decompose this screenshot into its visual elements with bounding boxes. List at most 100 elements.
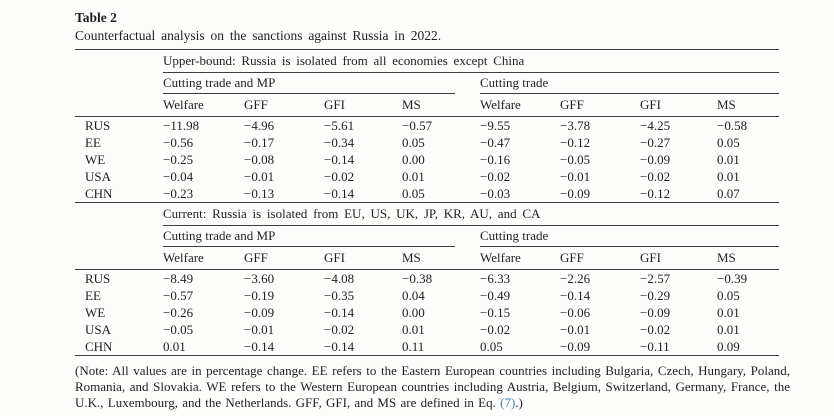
row-label-rus: RUS: [85, 118, 111, 133]
data-cell: −0.09: [560, 186, 591, 201]
data-cell: −0.02: [640, 322, 671, 337]
data-cell: −4.96: [244, 118, 275, 133]
row-label-rus: RUS: [85, 271, 111, 286]
data-cell: −9.55: [480, 118, 511, 133]
table-label: Table 2: [75, 10, 117, 25]
data-cell: −0.49: [480, 288, 511, 303]
section-title-upper-bound: Upper-bound: Russia is isolated from all…: [163, 50, 779, 73]
data-cell: −0.26: [163, 305, 194, 320]
column-header-gfi: GFI: [324, 94, 402, 117]
data-cell: 0.01: [717, 305, 740, 320]
column-header-gff: GFF: [244, 247, 324, 270]
data-cell: −0.02: [480, 322, 511, 337]
data-cell: 0.07: [717, 186, 740, 201]
data-cell: 0.09: [717, 339, 740, 354]
row-label-we: WE: [85, 152, 106, 167]
data-cell: −0.57: [163, 288, 194, 303]
data-cell: −0.04: [163, 169, 194, 184]
data-cell: −0.14: [324, 305, 355, 320]
table-top-rule: [75, 49, 779, 50]
data-cell: −4.25: [640, 118, 671, 133]
counterfactual-table: Upper-bound: Russia is isolated from all…: [75, 49, 779, 356]
data-cell: −0.25: [163, 152, 194, 167]
data-cell: −0.38: [402, 271, 433, 286]
data-cell: −0.19: [244, 288, 275, 303]
data-cell: 0.00: [402, 305, 425, 320]
row-label-ee: EE: [85, 135, 101, 150]
data-cell: −0.01: [560, 169, 591, 184]
data-cell: −0.05: [560, 152, 591, 167]
table-caption: Counterfactual analysis on the sanctions…: [75, 28, 442, 43]
data-cell: −2.26: [560, 271, 591, 286]
data-cell: −0.14: [324, 152, 355, 167]
data-cell: −0.35: [324, 288, 355, 303]
data-cell: −0.05: [163, 322, 194, 337]
column-header-gfi: GFI: [640, 94, 717, 117]
row-label-chn: CHN: [85, 186, 113, 201]
data-cell: −0.09: [640, 305, 671, 320]
data-cell: 0.01: [402, 322, 425, 337]
table-note: (Note: All values are in percentage chan…: [75, 363, 790, 411]
data-cell: 0.05: [480, 339, 503, 354]
column-header-ms: MS: [717, 94, 779, 117]
column-header-welfare: Welfare: [480, 247, 560, 270]
data-cell: −3.78: [560, 118, 591, 133]
data-cell: 0.01: [717, 169, 740, 184]
eq-7-link[interactable]: (7): [500, 395, 516, 410]
column-group-label-trade: Cutting trade: [480, 226, 779, 247]
data-cell: −0.09: [560, 339, 591, 354]
data-cell: −0.14: [244, 339, 275, 354]
table-bottom-rule: [75, 355, 779, 356]
data-cell: −0.27: [640, 135, 671, 150]
data-cell: −6.33: [480, 271, 511, 286]
section-divider-rule: [75, 202, 779, 203]
data-cell: −0.47: [480, 135, 511, 150]
data-cell: −0.16: [480, 152, 511, 167]
column-header-gff: GFF: [244, 94, 324, 117]
column-group-label-trade-mp: Cutting trade and MP: [163, 73, 455, 94]
data-cell: 0.05: [402, 135, 425, 150]
column-header-ms: MS: [717, 247, 779, 270]
data-cell: −0.12: [560, 135, 591, 150]
data-cell: −0.09: [244, 305, 275, 320]
column-header-gff: GFF: [560, 94, 640, 117]
column-group-label-trade: Cutting trade: [480, 73, 779, 94]
data-cell: −0.13: [244, 186, 275, 201]
column-header-gff: GFF: [560, 247, 640, 270]
data-cell: −8.49: [163, 271, 194, 286]
data-cell: −0.17: [244, 135, 275, 150]
column-header-gfi: GFI: [324, 247, 402, 270]
note-text-after: .): [515, 395, 523, 410]
header-corner-cell: [75, 94, 163, 117]
data-cell: −0.08: [244, 152, 275, 167]
data-cell: −0.56: [163, 135, 194, 150]
data-cell: −11.98: [163, 118, 200, 133]
data-cell: −5.61: [324, 118, 355, 133]
data-cell: −0.58: [717, 118, 748, 133]
data-cell: −0.01: [560, 322, 591, 337]
data-cell: −0.23: [163, 186, 194, 201]
data-cell: −0.11: [640, 339, 670, 354]
data-cell: 0.05: [402, 186, 425, 201]
data-cell: −0.34: [324, 135, 355, 150]
data-cell: 0.00: [402, 152, 425, 167]
data-cell: −0.01: [244, 169, 275, 184]
data-cell: −0.14: [324, 339, 355, 354]
data-cell: −0.02: [324, 169, 355, 184]
data-cell: −0.09: [640, 152, 671, 167]
row-label-we: WE: [85, 305, 106, 320]
row-label-usa: USA: [85, 169, 112, 184]
data-cell: −0.02: [640, 169, 671, 184]
data-cell: −0.39: [717, 271, 748, 286]
section-title-current: Current: Russia is isolated from EU, US,…: [163, 203, 779, 226]
data-cell: 0.01: [717, 152, 740, 167]
row-label-chn: CHN: [85, 339, 113, 354]
data-cell: 0.05: [717, 288, 740, 303]
data-cell: −0.01: [244, 322, 275, 337]
data-cell: 0.05: [717, 135, 740, 150]
data-cell: 0.01: [163, 339, 186, 354]
data-cell: −0.15: [480, 305, 511, 320]
data-cell: −0.02: [480, 169, 511, 184]
column-header-welfare: Welfare: [480, 94, 560, 117]
